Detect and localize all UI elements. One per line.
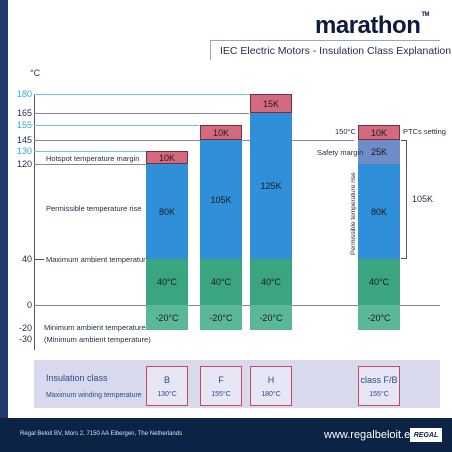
guide-180 <box>34 94 264 95</box>
axis-unit: °C <box>30 68 41 78</box>
class-fb-box: class F/B 155°C <box>358 366 400 406</box>
tick-120: 120 <box>16 159 32 169</box>
guide-165 <box>34 113 249 114</box>
class-b-box: B 130°C <box>146 366 188 406</box>
left-accent-bar <box>0 0 8 418</box>
guide-130 <box>34 151 146 152</box>
bar-b-ambient: 40°C <box>146 259 188 305</box>
brand-tm: TM <box>421 12 430 18</box>
bar-f-ambient: 40°C <box>200 259 242 305</box>
tick-130: 130 <box>16 146 32 156</box>
insulation-class-title: Insulation class <box>46 373 108 383</box>
tick-145: 145 <box>16 135 32 145</box>
bar-fb-min: -20°C <box>358 305 400 330</box>
tick-180: 180 <box>16 89 32 99</box>
tick-minus30: -30 <box>18 334 32 344</box>
bar-fb-rise: 80K <box>358 164 400 259</box>
label-permissible-rise: Permissible temperature rise <box>46 204 142 213</box>
footer-address: Regal Beloit BV, Mors 2, 7150 AA Eiberge… <box>20 431 183 437</box>
bar-h-ambient: 40°C <box>250 259 292 305</box>
footer-bar <box>0 418 452 452</box>
guide-145 <box>34 140 354 141</box>
label-max-ambient-line <box>34 259 44 260</box>
class-f-box: F 155°C <box>200 366 242 406</box>
tick-40: 40 <box>21 254 32 264</box>
class-f-temp: 155°C <box>211 390 231 398</box>
class-fb-temp: 155°C <box>369 390 389 398</box>
brand-logo: marathonTM <box>315 12 430 40</box>
class-h-temp: 180°C <box>261 390 281 398</box>
label-hotspot-margin: Hotspot temperature margin <box>46 154 140 163</box>
bar-h-min: -20°C <box>250 305 292 330</box>
footer-url-link[interactable]: www.regalbeloit.eu <box>324 429 417 441</box>
bar-f-margin: 10K <box>200 125 242 140</box>
class-fb-name: class F/B <box>360 374 398 385</box>
tick-0: 0 <box>26 300 32 310</box>
y-axis <box>34 94 35 350</box>
bar-fb-ambient: 40°C <box>358 259 400 305</box>
class-h-box: H 180°C <box>250 366 292 406</box>
bar-fb-margin: 10K <box>358 125 400 140</box>
label-ptc-temp: 150°C <box>335 127 356 136</box>
subtitle-rule-vertical <box>210 40 211 60</box>
tick-155: 155 <box>16 120 32 130</box>
class-b-name: B <box>163 374 170 385</box>
regal-logo: REGAL <box>410 428 442 442</box>
guide-155 <box>34 125 199 126</box>
tick-165: 165 <box>16 108 32 118</box>
class-h-name: H <box>267 374 275 385</box>
label-safety-margin: Safety margin <box>317 148 364 157</box>
page-subtitle: IEC Electric Motors - Insulation Class E… <box>220 45 452 57</box>
label-105k: 105K <box>412 194 434 204</box>
subtitle-rule <box>210 40 440 41</box>
bar-b-min: -20°C <box>146 305 188 330</box>
bar-b-margin: 10K <box>146 151 188 164</box>
guide-120 <box>34 164 146 165</box>
label-min-ambient-paren: (Minimum ambient temperature) <box>44 335 151 344</box>
bar-b-rise: 80K <box>146 164 188 259</box>
max-winding-temp-label: Maximum winding temperature <box>46 392 142 399</box>
bracket-105k <box>401 140 407 259</box>
tick-minus20: -20 <box>18 323 32 333</box>
bar-fb-safety: 25K <box>358 140 400 164</box>
brand-name: marathon <box>315 12 421 39</box>
class-b-temp: 130°C <box>157 390 177 398</box>
label-ptc-setting: PTCs setting <box>403 127 446 136</box>
bar-h-margin: 15K <box>250 94 292 113</box>
class-f-name: F <box>218 374 224 385</box>
label-vertical-rise: Permissible temperature rise <box>350 172 357 255</box>
bar-f-min: -20°C <box>200 305 242 330</box>
label-max-ambient: Maximum ambient temperature <box>46 255 150 264</box>
label-min-ambient: Minimum ambient temperature <box>44 323 146 332</box>
bar-f-rise: 105K <box>200 140 242 259</box>
bar-h-rise: 125K <box>250 113 292 259</box>
